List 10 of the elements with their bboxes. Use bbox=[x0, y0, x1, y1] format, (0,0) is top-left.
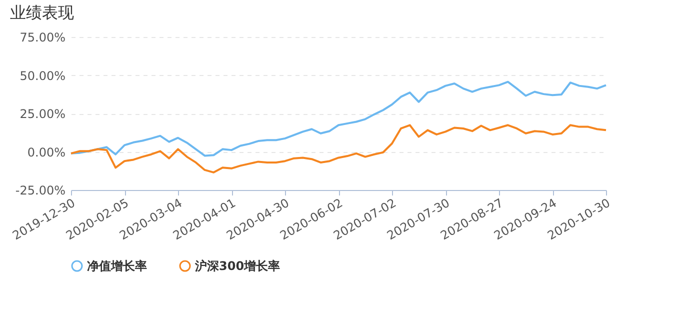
legend-label: 净值增长率 bbox=[87, 259, 147, 273]
legend-label: 沪深300增长率 bbox=[194, 259, 280, 273]
y-tick-label: 25.00% bbox=[20, 107, 66, 121]
chart-title: 业绩表现 bbox=[10, 3, 74, 22]
line-series bbox=[70, 80, 607, 157]
line-series bbox=[70, 124, 607, 174]
y-tick-label: 0.00% bbox=[27, 145, 66, 160]
y-tick-label: -25.00% bbox=[15, 184, 66, 198]
y-tick-label: 75.00% bbox=[20, 30, 66, 44]
y-tick-label: 50.00% bbox=[20, 68, 66, 83]
